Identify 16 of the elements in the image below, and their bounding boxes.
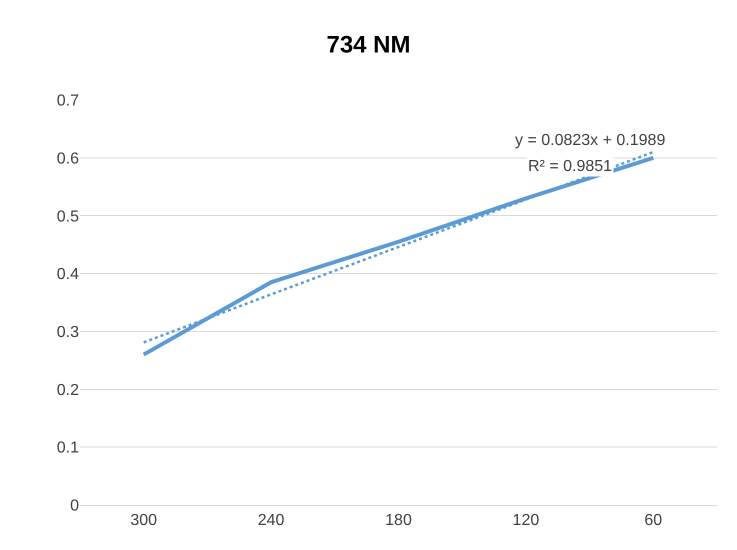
x-tick-label: 120 (512, 512, 540, 530)
x-tick-label: 60 (644, 512, 662, 530)
y-tick-label: 0.1 (56, 440, 80, 457)
y-tick-label: 0.6 (56, 150, 80, 168)
chart-title: 734 NM (326, 31, 411, 58)
y-tick-label: 0 (70, 498, 80, 515)
annotation: R² = 0.9851 (528, 158, 612, 175)
x-tick-label: 180 (385, 512, 412, 530)
y-tick-label: 0.2 (56, 382, 80, 399)
x-tick-label: 240 (258, 512, 285, 530)
y-tick-label: 0.3 (56, 324, 80, 342)
x-tick-label: 300 (130, 512, 158, 530)
y-tick-label: 0.4 (56, 266, 80, 284)
y-tick-label: 0.7 (56, 92, 80, 110)
y-tick-label: 0.5 (56, 208, 80, 226)
annotation: y = 0.0823x + 0.1989 (515, 132, 666, 149)
